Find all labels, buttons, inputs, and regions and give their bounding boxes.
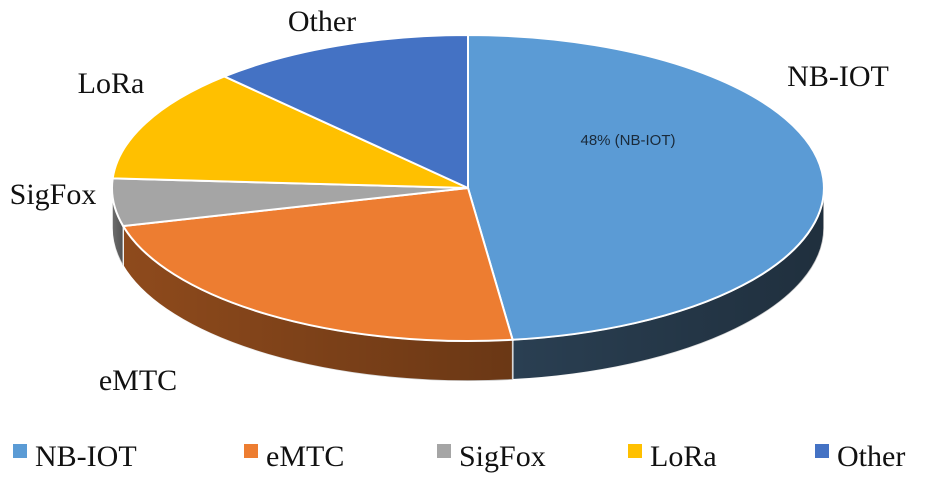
slice-labels: NB-IOT eMTC SigFox LoRa Other 48% (NB-IOT) — [10, 5, 889, 397]
legend-swatch-emtc — [244, 444, 258, 458]
legend-swatch-nb-iot — [13, 444, 27, 458]
legend-swatch-other — [815, 444, 829, 458]
legend: NB-IOT eMTC SigFox LoRa Other — [13, 440, 905, 473]
pie-slice-emtc — [121, 186, 514, 342]
legend-label-emtc: eMTC — [266, 440, 344, 473]
legend-label-other: Other — [837, 440, 905, 473]
pie-slice-other — [221, 33, 469, 190]
pie-tops — [111, 33, 825, 342]
slice-label-sigfox: SigFox — [10, 178, 97, 211]
pie-slice-nb-iot — [467, 33, 825, 341]
legend-label-sigfox: SigFox — [459, 440, 546, 473]
slice-label-nb-iot: NB-IOT — [787, 60, 889, 93]
data-label-nb-iot: 48% (NB-IOT) — [580, 132, 675, 149]
slice-label-lora: LoRa — [78, 67, 145, 100]
pie-side-shade-emtc — [123, 226, 513, 381]
legend-label-nb-iot: NB-IOT — [35, 440, 137, 473]
legend-label-lora: LoRa — [650, 440, 717, 473]
pie-slice-lora — [111, 75, 469, 189]
legend-swatch-lora — [628, 444, 642, 458]
slice-label-other: Other — [288, 5, 356, 38]
slice-label-emtc: eMTC — [99, 364, 177, 397]
legend-swatch-sigfox — [437, 444, 451, 458]
